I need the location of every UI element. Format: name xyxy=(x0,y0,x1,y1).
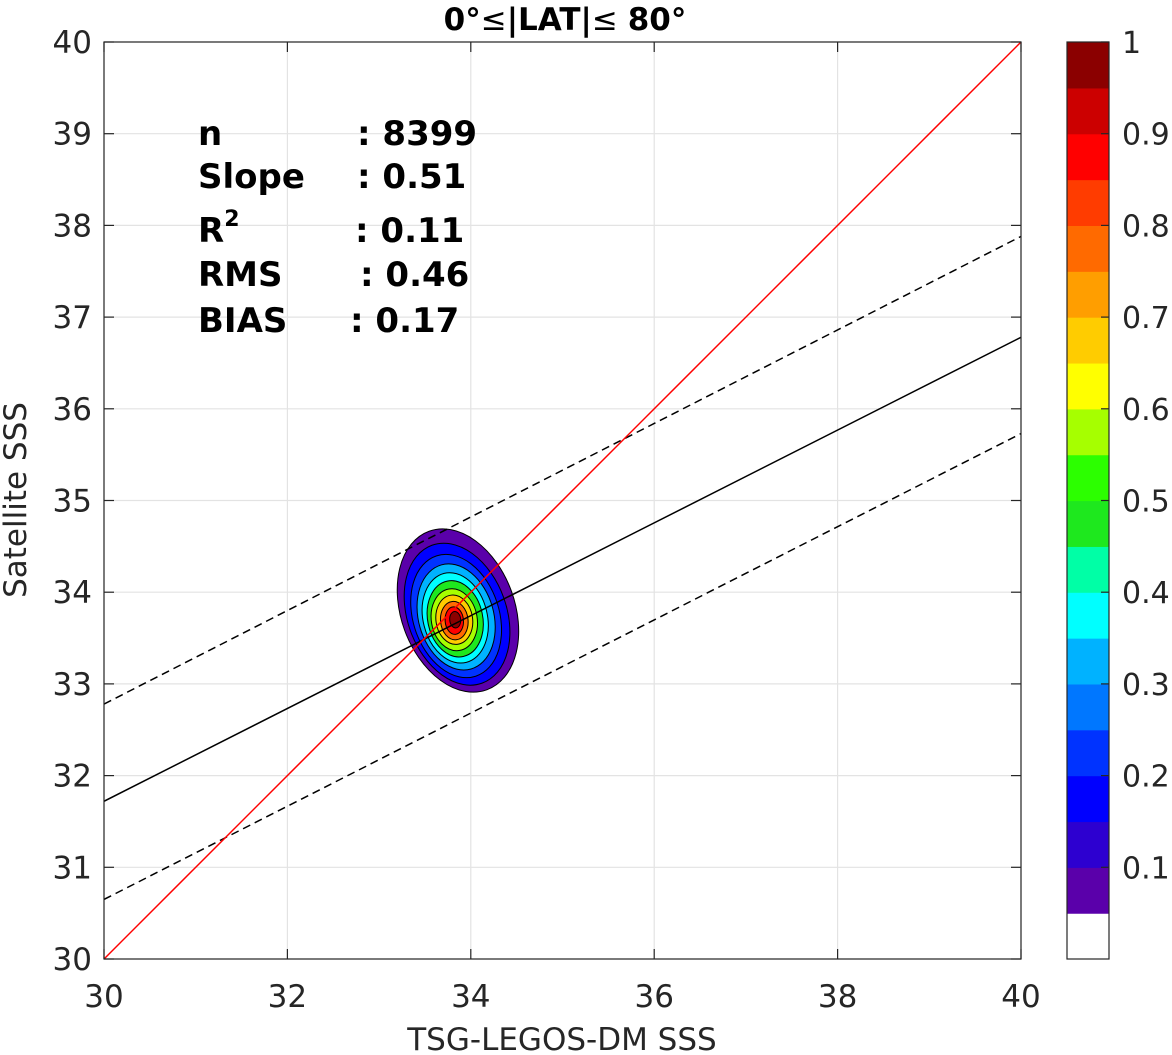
stat-label: n xyxy=(198,114,222,154)
stat-label: R2 xyxy=(198,207,240,251)
colorbar-tick-label: 0.9 xyxy=(1122,118,1170,153)
grid-lines xyxy=(103,41,1022,960)
regression-line xyxy=(104,336,1021,802)
x-tick-label: 30 xyxy=(84,979,123,1015)
colorbar-segment xyxy=(1067,729,1109,777)
x-tick-label: 36 xyxy=(634,979,673,1015)
colorbar-tick-label: 0.4 xyxy=(1122,576,1170,611)
x-tick-label: 34 xyxy=(451,979,490,1015)
colorbar-segment xyxy=(1067,546,1109,593)
reference-lines xyxy=(104,42,1021,959)
axis-ticks: 30 32 34 36 38 40 30 31 32 33 34 35 36 37 38 39 40 xyxy=(53,25,1041,1015)
stat-label: Slope xyxy=(198,157,305,197)
x-tick-label: 40 xyxy=(1001,979,1040,1015)
colorbar-segment xyxy=(1067,87,1109,135)
colorbar-segment xyxy=(1067,271,1109,318)
stat-value: : 0.51 xyxy=(357,157,466,197)
stat-value: : 0.17 xyxy=(350,301,459,341)
colorbar-tick-label: 0.8 xyxy=(1122,209,1170,244)
colorbar-segment xyxy=(1067,362,1109,410)
colorbar-segment xyxy=(1067,683,1109,731)
colorbar-segment xyxy=(1067,42,1109,89)
y-tick-label: 33 xyxy=(53,667,92,703)
stat-label: BIAS xyxy=(198,301,287,341)
colorbar-segment xyxy=(1067,867,1109,914)
colorbar-segment xyxy=(1067,133,1109,181)
colorbar-tick-label: 0.2 xyxy=(1122,760,1170,795)
y-tick-label: 31 xyxy=(53,850,92,886)
y-tick-label: 39 xyxy=(53,117,92,153)
colorbar-segment xyxy=(1067,317,1109,364)
y-tick-label: 30 xyxy=(53,942,92,978)
y-tick-label: 35 xyxy=(53,484,92,520)
colorbar-tick-label: 0.7 xyxy=(1122,301,1170,336)
one-to-one-line xyxy=(104,42,1021,959)
colorbar-tick-label: 0.5 xyxy=(1122,485,1170,520)
y-tick-label: 38 xyxy=(53,208,92,244)
y-tick-label: 32 xyxy=(53,759,92,795)
colorbar-segment xyxy=(1067,500,1109,547)
y-axis-label: Satellite SSS xyxy=(0,402,34,598)
colorbar-tick-label: 0.6 xyxy=(1122,393,1170,428)
colorbar: 0.1 0.2 0.3 0.4 0.5 0.6 0.7 0.8 0.9 1 xyxy=(1066,26,1170,960)
colorbar-segment xyxy=(1067,821,1109,868)
colorbar-tick-label: 0.1 xyxy=(1122,851,1170,886)
colorbar-tick-label: 0.3 xyxy=(1122,668,1170,703)
x-axis-label: TSG-LEGOS-DM SSS xyxy=(406,1022,716,1055)
y-tick-label: 40 xyxy=(53,25,92,61)
stat-value: : 8399 xyxy=(357,114,477,154)
colorbar-segment xyxy=(1067,592,1109,639)
colorbar-segment xyxy=(1067,454,1109,502)
stat-value: : 0.46 xyxy=(360,255,469,295)
colorbar-segment xyxy=(1067,225,1109,272)
colorbar-segment xyxy=(1067,408,1109,456)
colorbar-segment xyxy=(1067,913,1109,960)
stat-label: RMS xyxy=(198,255,283,295)
colorbar-segment xyxy=(1067,775,1109,823)
y-tick-label: 34 xyxy=(53,575,92,611)
density-contours xyxy=(396,528,520,693)
stats-box: n : 8399 Slope : 0.51 R2 : 0.11 RMS : 0.46 BIAS:… xyxy=(198,114,477,341)
chart-title: 0°≤|LAT|≤ 80° xyxy=(444,2,687,38)
colorbar-tick-label: 1 xyxy=(1122,26,1141,61)
x-tick-label: 38 xyxy=(818,979,857,1015)
x-tick-label: 32 xyxy=(268,979,307,1015)
y-tick-label: 37 xyxy=(53,300,92,336)
colorbar-segment xyxy=(1067,638,1109,685)
colorbar-segment xyxy=(1067,179,1109,226)
stat-value: : 0.11 xyxy=(355,211,464,251)
lower-bound-line xyxy=(104,432,1021,901)
upper-bound-line xyxy=(104,235,1021,705)
y-tick-label: 36 xyxy=(53,392,92,428)
density-contour xyxy=(449,610,462,629)
